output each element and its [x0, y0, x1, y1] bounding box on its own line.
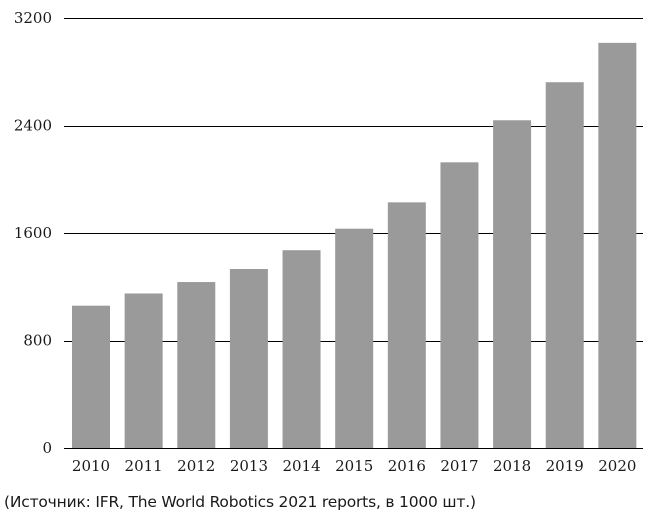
bar-2013	[229, 269, 268, 448]
bar-2012	[177, 282, 216, 448]
x-tick-label-2017: 2017	[440, 457, 478, 475]
bar-chart: 0 800 1600 2400 3200 2010 2011 2012 2013 2014 2015…	[14, 9, 643, 475]
x-tick-label-2020: 2020	[598, 457, 636, 475]
bar-2019	[545, 82, 584, 448]
y-tick-label-3200: 3200	[14, 9, 52, 27]
bar-2016	[387, 202, 426, 448]
x-tick-label-2014: 2014	[282, 457, 320, 475]
bar-2015	[335, 228, 374, 448]
x-tick-label-2010: 2010	[72, 457, 110, 475]
x-tick-label-2016: 2016	[388, 457, 426, 475]
y-tick-label-800: 800	[23, 332, 52, 350]
x-tick-label-2015: 2015	[335, 457, 373, 475]
x-tick-label-2012: 2012	[177, 457, 215, 475]
bar-2017	[440, 162, 479, 448]
y-tick-label-1600: 1600	[14, 224, 52, 242]
bar-2011	[124, 293, 163, 448]
x-tick-label-2018: 2018	[493, 457, 531, 475]
y-tick-label-2400: 2400	[14, 117, 52, 135]
x-tick-label-2013: 2013	[230, 457, 268, 475]
bar-2014	[282, 250, 321, 448]
source-note: (Источник: IFR, The World Robotics 2021 …	[4, 493, 476, 511]
bar-2018	[493, 120, 532, 449]
bar-2020	[598, 42, 637, 448]
bar-2010	[72, 305, 110, 448]
y-tick-label-0: 0	[42, 439, 52, 457]
x-tick-label-2019: 2019	[546, 457, 584, 475]
x-tick-label-2011: 2011	[125, 457, 163, 475]
